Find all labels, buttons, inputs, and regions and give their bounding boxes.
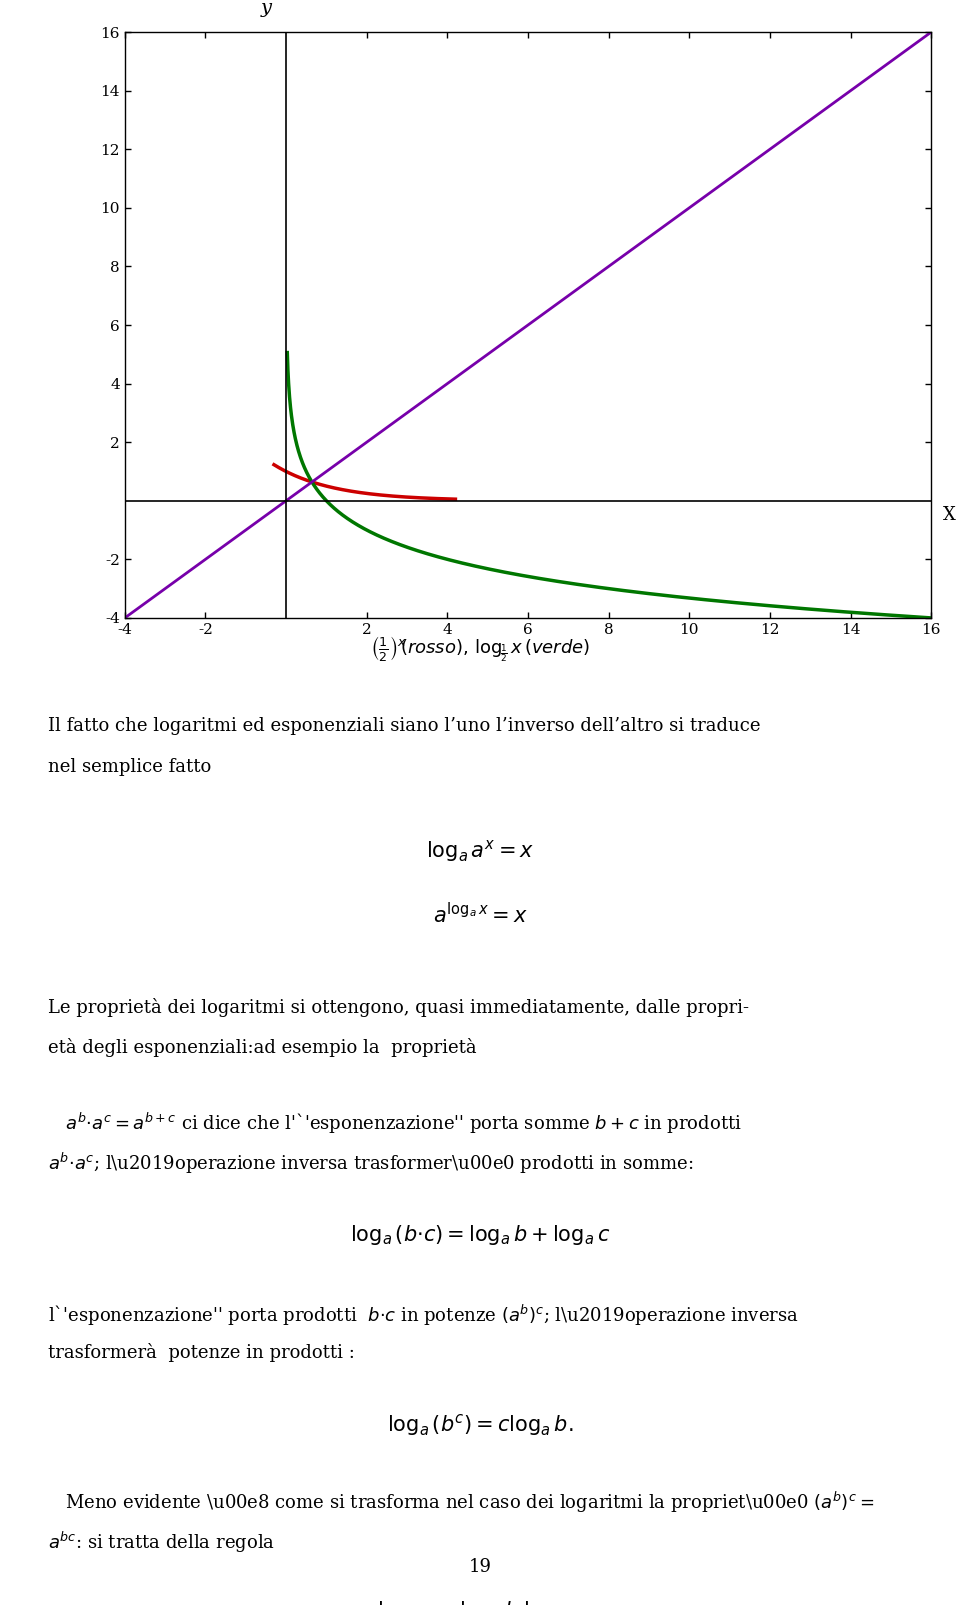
Text: nel semplice fatto: nel semplice fatto [48, 758, 211, 775]
Text: $\log_a(b^c) = c\log_a b.$: $\log_a(b^c) = c\log_a b.$ [387, 1412, 573, 1438]
Text: $\log_a(b{\cdot}c) = \log_a b + \log_a c$: $\log_a(b{\cdot}c) = \log_a b + \log_a c… [349, 1223, 611, 1247]
Text: $\log_a a^x = x$: $\log_a a^x = x$ [426, 838, 534, 863]
Text: $a^b{\cdot}a^c$; l\u2019operazione inversa trasformer\u00e0 prodotti in somme:: $a^b{\cdot}a^c$; l\u2019operazione inver… [48, 1151, 693, 1176]
Text: età degli esponenziali:ad esempio la  proprietà: età degli esponenziali:ad esempio la pro… [48, 1038, 476, 1058]
Text: X: X [944, 507, 956, 525]
Text: y: y [260, 0, 272, 18]
Text: $\log_a c = \log_a b{\cdot}\log_b c$: $\log_a c = \log_a b{\cdot}\log_b c$ [377, 1599, 583, 1605]
Text: Le proprietà dei logaritmi si ottengono, quasi immediatamente, dalle propri-: Le proprietà dei logaritmi si ottengono,… [48, 998, 749, 1018]
Text: 19: 19 [468, 1558, 492, 1576]
Text: Il fatto che logaritmi ed esponenziali siano l’uno l’inverso dell’altro si tradu: Il fatto che logaritmi ed esponenziali s… [48, 717, 760, 735]
Text: $a^b{\cdot}a^c = a^{b+c}$ ci dice che l'`'esponenzazione'' porta somme $b + c$ i: $a^b{\cdot}a^c = a^{b+c}$ ci dice che l'… [48, 1111, 742, 1136]
Text: $a^{bc}$: si tratta della regola: $a^{bc}$: si tratta della regola [48, 1530, 275, 1555]
Text: $a^{\log_a x} = x$: $a^{\log_a x} = x$ [433, 902, 527, 928]
Text: Meno evidente \u00e8 come si trasforma nel caso dei logaritmi la propriet\u00e0 : Meno evidente \u00e8 come si trasforma n… [48, 1489, 875, 1515]
Text: trasformerà  potenze in prodotti :: trasformerà potenze in prodotti : [48, 1343, 355, 1363]
Text: l`'esponenzazione'' porta prodotti  $b{\cdot}c$ in potenze $(a^b)^c$; l\u2019ope: l`'esponenzazione'' porta prodotti $b{\c… [48, 1303, 799, 1329]
Text: $\left(\frac{1}{2}\right)^x\!\!(rosso),\, \log_{\!\frac{1}{2}} x\,(verde)$: $\left(\frac{1}{2}\right)^x\!\!(rosso),\… [370, 634, 590, 664]
